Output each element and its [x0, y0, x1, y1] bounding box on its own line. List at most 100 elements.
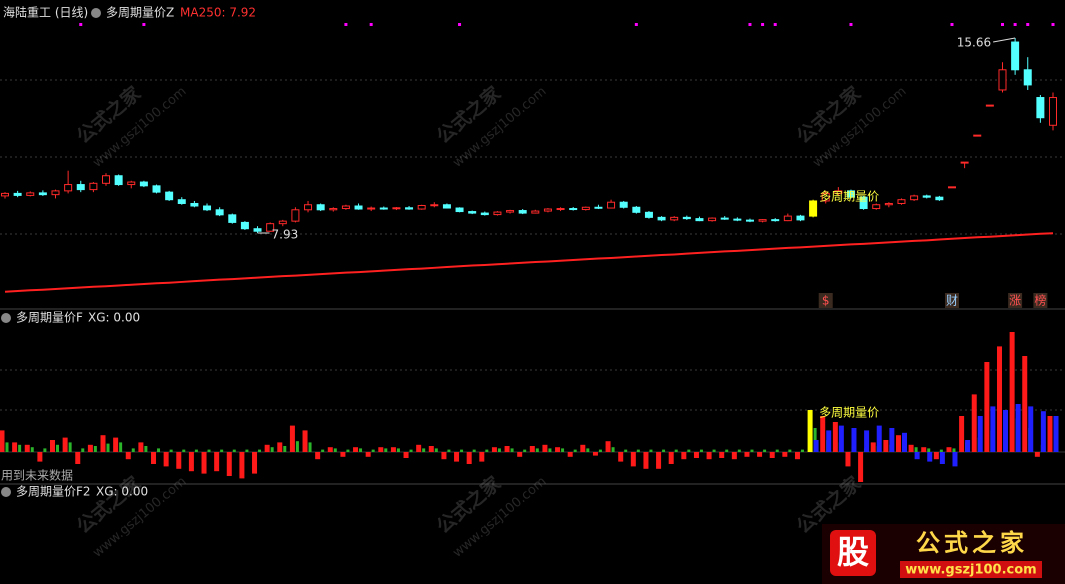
indicator-bar [371, 449, 375, 452]
signal-dot [761, 23, 765, 26]
indicator-bar [939, 452, 945, 464]
indicator-bar [56, 444, 60, 452]
indicator-bar [984, 362, 990, 452]
candle-body [632, 206, 641, 213]
event-tag: 榜 [1034, 293, 1046, 308]
indicator-bar [618, 452, 624, 462]
high-label: 15.66 [957, 36, 991, 50]
indicator-bar [353, 447, 359, 452]
candle-body [682, 216, 691, 220]
indicator-bar [100, 435, 106, 452]
indicator-bar [517, 452, 523, 457]
indicator-bar [315, 452, 321, 460]
indicator-bar [81, 448, 85, 452]
indicator-bar [523, 449, 527, 452]
candle-body [253, 228, 262, 232]
indicator-bar [460, 449, 464, 452]
indicator-bar [144, 446, 148, 452]
indicator-bar [201, 452, 207, 474]
candle-body [796, 215, 805, 221]
indicator-bar [674, 449, 678, 452]
indicator-bar [214, 452, 220, 472]
signal-dot [1051, 23, 1055, 26]
indicator-bar [390, 447, 396, 452]
candle-body [291, 209, 300, 222]
candle-body [543, 208, 552, 212]
signal-dot [773, 23, 777, 26]
panel-title: 多周期量价F2 [16, 485, 91, 499]
indicator-bar [176, 452, 182, 469]
candle-body [228, 214, 237, 223]
indicator-bar [220, 449, 224, 452]
indicator-bar [561, 448, 565, 452]
candle-body [947, 186, 956, 189]
indicator-bar [87, 444, 93, 452]
logo-badge-bg [830, 530, 876, 576]
indicator-bar [636, 449, 640, 452]
indicator-bar [403, 452, 409, 458]
candle-body [38, 192, 47, 196]
indicator-bar [643, 452, 649, 469]
signal-dot [458, 23, 462, 26]
indicator-bar [977, 416, 983, 452]
indicator-bar [927, 452, 933, 462]
panel-xg: XG: 0.00 [96, 485, 148, 499]
event-tag-bg [1033, 293, 1048, 308]
indicator-bar [693, 452, 699, 458]
indicator-bar [870, 442, 876, 452]
indicator-bar [1053, 416, 1059, 452]
indicator-bar [782, 452, 788, 457]
indicator-name: 多周期量价Z [106, 6, 174, 20]
candle-body [1023, 69, 1032, 86]
candle-body [960, 161, 969, 164]
indicator-bar [548, 448, 552, 452]
indicator-icon [91, 8, 101, 18]
candle-body [341, 205, 350, 210]
indicator-bar [283, 446, 287, 452]
candle-body [809, 200, 818, 217]
indicator-bar [946, 447, 952, 452]
candle-body [935, 196, 944, 201]
indicator-bar [838, 425, 844, 452]
indicator-bar [750, 449, 754, 452]
signal-dot [748, 23, 752, 26]
indicator-bar [510, 448, 514, 452]
indicator-bar [30, 447, 34, 452]
indicator-bar [864, 430, 870, 452]
indicator-bar [491, 447, 497, 452]
indicator-bar [921, 447, 927, 452]
indicator-bar [264, 444, 270, 452]
indicator-bar [757, 452, 763, 457]
indicator-bar [895, 435, 901, 452]
indicator-bar [239, 452, 245, 479]
candle-body [859, 196, 868, 210]
candle-body [518, 210, 527, 214]
indicator-bar [125, 452, 131, 460]
indicator-bar [630, 452, 636, 467]
candle-body [619, 201, 628, 208]
candle-body [556, 208, 565, 211]
candle-body [139, 181, 148, 187]
candle-body [985, 104, 994, 107]
candle-body [329, 208, 338, 211]
candle-body [771, 219, 780, 222]
signal-dot [344, 23, 348, 26]
indicator-bar [775, 449, 779, 452]
candle-body [405, 207, 414, 210]
indicator-bar [119, 442, 123, 452]
candle-body [278, 220, 287, 225]
logo-url: www.gszj100.com [905, 563, 1036, 578]
candle-body [657, 216, 666, 221]
candle-body [190, 202, 199, 207]
indicator-bar [340, 452, 346, 457]
indicator-bar [384, 448, 388, 452]
candle-body [165, 191, 174, 201]
indicator-bar [662, 449, 666, 452]
indicator-bar [908, 444, 914, 452]
indicator-bar [169, 449, 173, 452]
candle-body [89, 182, 98, 191]
logo-url-bg [900, 561, 1042, 578]
indicator-bar [952, 448, 956, 452]
